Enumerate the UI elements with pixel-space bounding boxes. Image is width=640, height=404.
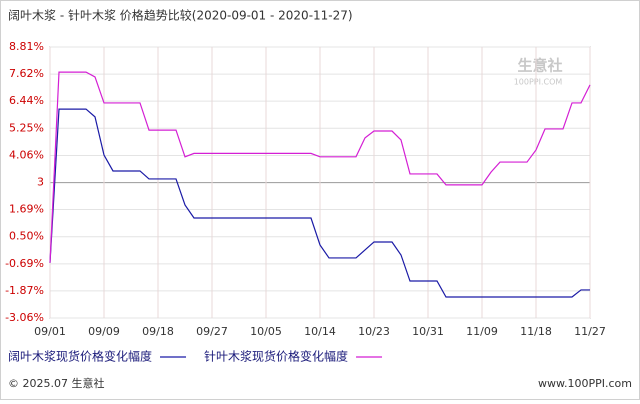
y-tick-label: -0.69%: [5, 257, 44, 270]
y-tick-label: 8.81%: [9, 40, 44, 53]
y-tick-label: 1.69%: [9, 203, 44, 216]
y-tick-label: 0.50%: [9, 230, 44, 243]
y-tick-label: 6.44%: [9, 94, 44, 107]
y-tick-label: 5.25%: [9, 121, 44, 134]
x-tick-label: 11/09: [466, 325, 498, 338]
y-tick-label: 3: [37, 176, 44, 189]
watermark-url: 100PPI.COM: [514, 78, 563, 87]
watermark-name: 生意社: [517, 57, 562, 75]
legend-label: 阔叶木浆现货价格变化幅度: [8, 349, 152, 364]
footer-site: www.100PPI.com: [538, 377, 632, 390]
x-tick-label: 11/27: [574, 325, 606, 338]
x-tick-label: 09/01: [34, 325, 66, 338]
x-tick-label: 09/18: [142, 325, 174, 338]
x-tick-label: 10/05: [250, 325, 282, 338]
y-tick-label: -3.06%: [5, 311, 44, 324]
series-line: [49, 108, 590, 298]
y-tick-label: 7.62%: [9, 67, 44, 80]
series-line: [49, 71, 591, 263]
y-tick-label: 4.06%: [9, 148, 44, 161]
legend-label: 针叶木浆现货价格变化幅度: [204, 349, 348, 364]
y-tick-label: -1.87%: [5, 284, 44, 297]
x-tick-label: 09/09: [88, 325, 120, 338]
x-tick-label: 10/23: [358, 325, 390, 338]
x-tick-label: 10/14: [304, 325, 336, 338]
chart-title: 阔叶木浆 - 针叶木浆 价格趋势比较(2020-09-01 - 2020-11-…: [8, 8, 353, 23]
x-tick-label: 09/27: [196, 325, 228, 338]
x-tick-label: 11/18: [520, 325, 552, 338]
footer-copyright: © 2025.07 生意社: [8, 376, 104, 390]
x-tick-label: 10/31: [412, 325, 444, 338]
